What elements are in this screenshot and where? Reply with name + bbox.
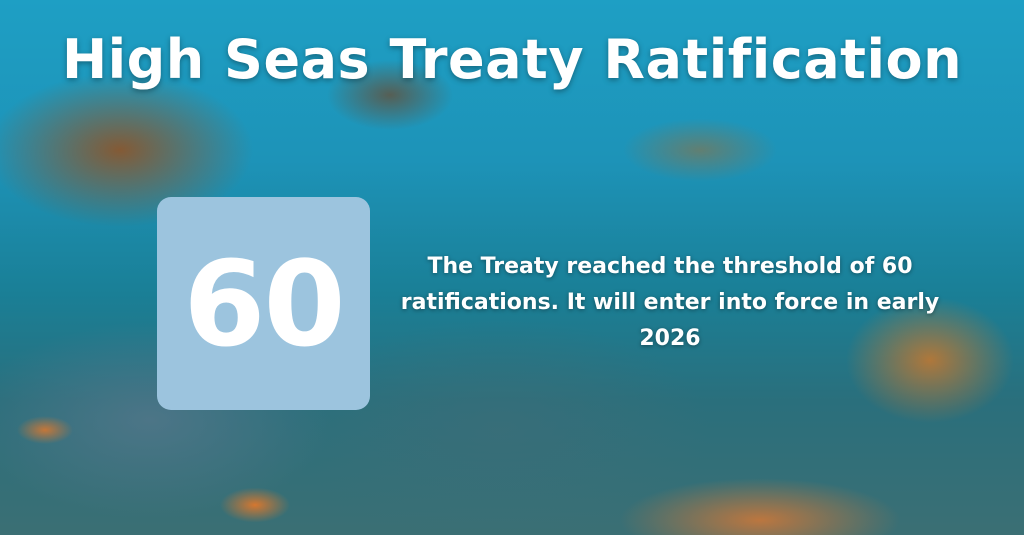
stat-value: 60 [183,234,345,373]
stat-box: 60 [157,197,370,410]
description-text: The Treaty reached the threshold of 60 r… [400,254,940,351]
page-title: High Seas Treaty Ratification [61,28,963,91]
